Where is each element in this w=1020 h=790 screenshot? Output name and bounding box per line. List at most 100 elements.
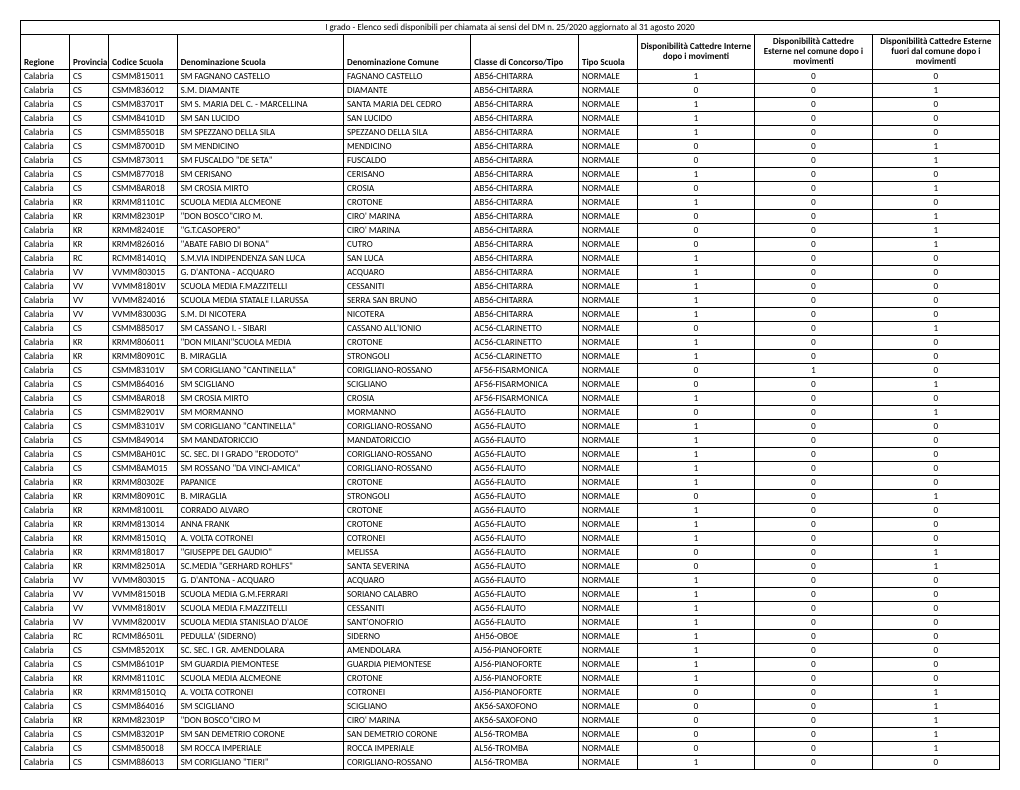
table-cell: 1	[637, 447, 754, 461]
table-cell: CESSANITI	[344, 279, 471, 293]
table-cell: Calabria	[21, 83, 70, 97]
table-cell: AC56-CLARINETTO	[471, 321, 579, 335]
table-cell: VVMM803015	[109, 573, 178, 587]
table-cell: 0	[637, 223, 754, 237]
table-cell: NORMALE	[578, 615, 637, 629]
table-row: CalabriaCSCSMM885017SM CASSANO I. - SIBA…	[21, 321, 1000, 335]
table-cell: 0	[872, 363, 999, 377]
table-row: CalabriaCSCSMM836012S.M. DIAMANTEDIAMANT…	[21, 83, 1000, 97]
table-cell: "ABATE FABIO DI BONA"	[177, 237, 343, 251]
table-cell: 0	[755, 475, 872, 489]
table-cell: CROSIA	[344, 391, 471, 405]
table-cell: 0	[872, 601, 999, 615]
table-cell: 0	[872, 125, 999, 139]
table-row: CalabriaCSCSMM815011SM FAGNANO CASTELLOF…	[21, 69, 1000, 83]
table-cell: 0	[637, 181, 754, 195]
table-cell: SM CORIGLIANO "CANTINELLA"	[177, 419, 343, 433]
table-cell: Calabria	[21, 391, 70, 405]
table-row: CalabriaCSCSMM8AM015SM ROSSANO "DA VINCI…	[21, 461, 1000, 475]
table-cell: PEDULLA' (SIDERNO)	[177, 629, 343, 643]
table-cell: 1	[872, 181, 999, 195]
table-cell: CS	[69, 321, 108, 335]
table-cell: NORMALE	[578, 195, 637, 209]
table-cell: B. MIRAGLIA	[177, 489, 343, 503]
table-row: CalabriaVVVVMM803015G. D'ANTONA - ACQUAR…	[21, 573, 1000, 587]
table-cell: SM S. MARIA DEL C. - MARCELLINA	[177, 97, 343, 111]
table-cell: NORMALE	[578, 629, 637, 643]
table-cell: SCUOLA MEDIA ALCMEONE	[177, 195, 343, 209]
table-row: CalabriaKRKRMM80901CB. MIRAGLIASTRONGOLI…	[21, 489, 1000, 503]
table-cell: AB56-CHITARRA	[471, 195, 579, 209]
table-cell: Calabria	[21, 321, 70, 335]
table-cell: Calabria	[21, 293, 70, 307]
table-cell: AG56-FLAUTO	[471, 601, 579, 615]
table-cell: CS	[69, 433, 108, 447]
table-cell: CROTONE	[344, 517, 471, 531]
table-cell: 1	[872, 685, 999, 699]
table-cell: VV	[69, 293, 108, 307]
table-row: CalabriaCSCSMM877018SM CERISANOCERISANOA…	[21, 167, 1000, 181]
table-cell: 0	[755, 685, 872, 699]
col-codice: Codice Scuola	[109, 35, 178, 70]
table-cell: 0	[637, 559, 754, 573]
table-cell: SM CORIGLIANO "TIERI"	[177, 755, 343, 769]
table-cell: CORIGLIANO-ROSSANO	[344, 755, 471, 769]
table-cell: Calabria	[21, 139, 70, 153]
table-cell: CROTONE	[344, 195, 471, 209]
table-cell: SM MENDICINO	[177, 139, 343, 153]
table-cell: MENDICINO	[344, 139, 471, 153]
table-row: CalabriaKRKRMM818017"GIUSEPPE DEL GAUDIO…	[21, 545, 1000, 559]
table-cell: AL56-TROMBA	[471, 741, 579, 755]
table-cell: NORMALE	[578, 223, 637, 237]
table-cell: 1	[637, 391, 754, 405]
table-cell: 0	[755, 517, 872, 531]
table-row: CalabriaKRKRMM82501ASC.MEDIA "GERHARD RO…	[21, 559, 1000, 573]
table-cell: MORMANNO	[344, 405, 471, 419]
table-cell: KRMM813014	[109, 517, 178, 531]
table-cell: Calabria	[21, 671, 70, 685]
table-cell: "G.T.CASOPERO"	[177, 223, 343, 237]
table-cell: 0	[755, 657, 872, 671]
table-cell: 1	[637, 671, 754, 685]
table-cell: CROTONE	[344, 335, 471, 349]
table-cell: CERISANO	[344, 167, 471, 181]
table-cell: 0	[755, 629, 872, 643]
table-cell: NORMALE	[578, 503, 637, 517]
table-cell: 0	[637, 83, 754, 97]
table-cell: 0	[755, 223, 872, 237]
table-cell: 1	[637, 601, 754, 615]
table-cell: AL56-TROMBA	[471, 727, 579, 741]
table-row: CalabriaRCRCMM81401QS.M.VIA INDIPENDENZA…	[21, 251, 1000, 265]
table-cell: KRMM82501A	[109, 559, 178, 573]
table-cell: Calabria	[21, 265, 70, 279]
table-cell: NORMALE	[578, 671, 637, 685]
table-cell: AG56-FLAUTO	[471, 615, 579, 629]
table-cell: Calabria	[21, 615, 70, 629]
table-cell: SM SAN DEMETRIO CORONE	[177, 727, 343, 741]
table-cell: CS	[69, 657, 108, 671]
table-cell: 0	[755, 195, 872, 209]
table-cell: Calabria	[21, 335, 70, 349]
table-cell: 1	[637, 643, 754, 657]
table-cell: CS	[69, 111, 108, 125]
table-cell: NORMALE	[578, 209, 637, 223]
table-cell: CSMM836012	[109, 83, 178, 97]
table-cell: CSMM83101V	[109, 419, 178, 433]
table-cell: Calabria	[21, 251, 70, 265]
table-cell: CS	[69, 699, 108, 713]
col-tipo: Tipo Scuola	[578, 35, 637, 70]
table-cell: CIRO' MARINA	[344, 209, 471, 223]
table-cell: CSMM8AH01C	[109, 447, 178, 461]
table-cell: AB56-CHITARRA	[471, 293, 579, 307]
table-cell: CORIGLIANO-ROSSANO	[344, 447, 471, 461]
table-cell: Calabria	[21, 447, 70, 461]
table-cell: "DON BOSCO"CIRO M.	[177, 209, 343, 223]
table-cell: 0	[755, 391, 872, 405]
table-cell: KRMM80901C	[109, 489, 178, 503]
table-cell: Calabria	[21, 559, 70, 573]
table-cell: 1	[637, 111, 754, 125]
table-cell: AF56-FISARMONICA	[471, 391, 579, 405]
table-cell: 0	[755, 741, 872, 755]
table-cell: CS	[69, 755, 108, 769]
table-cell: VV	[69, 573, 108, 587]
